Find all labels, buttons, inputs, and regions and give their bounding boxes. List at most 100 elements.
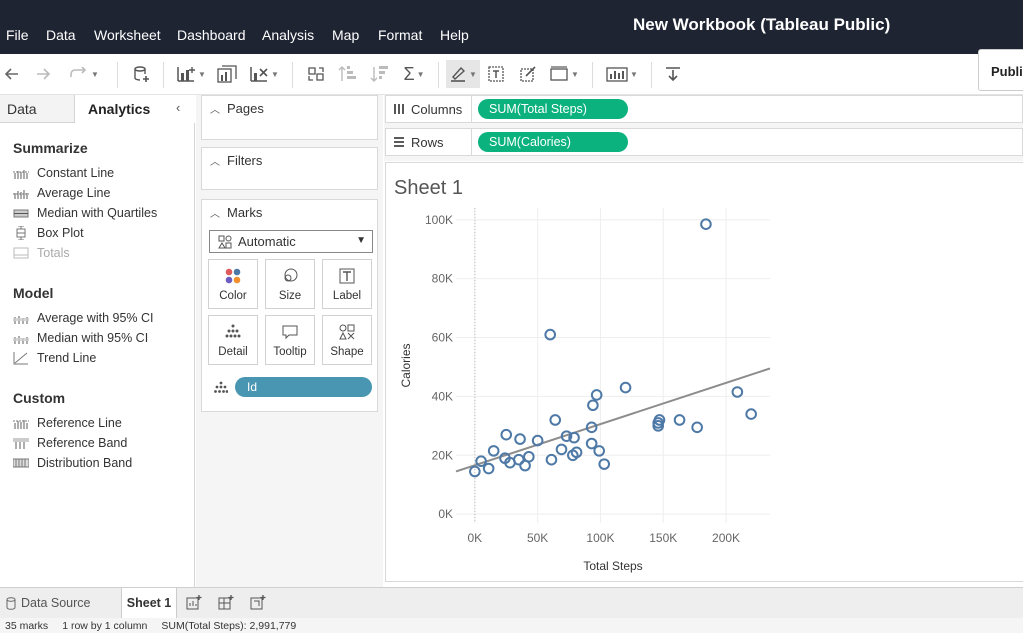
menu-data[interactable]: Data — [46, 27, 76, 43]
data-point[interactable] — [482, 462, 495, 475]
analytics-item-average-line[interactable]: Average Line — [13, 184, 110, 202]
show-me-icon[interactable]: ▼ — [604, 63, 640, 85]
tooltip-icon — [266, 324, 314, 340]
data-point[interactable] — [545, 453, 558, 466]
data-point[interactable] — [544, 328, 556, 341]
shape-label: Shape — [330, 346, 364, 358]
rows-shelf[interactable]: Rows SUM(Calories) — [385, 128, 1023, 156]
fit-view-icon[interactable]: ▼ — [548, 63, 580, 85]
new-worksheet-icon[interactable]: ▼ — [176, 63, 206, 85]
marks-size-button[interactable]: Size — [265, 259, 315, 309]
data-point[interactable] — [590, 389, 603, 401]
data-point[interactable] — [475, 455, 487, 467]
data-point[interactable] — [487, 445, 500, 457]
chevron-up-icon[interactable]: ︿ — [210, 157, 220, 168]
analytics-item-reference-line[interactable]: Reference Line — [13, 414, 122, 432]
color-icon — [209, 268, 257, 284]
mark-type-dropdown[interactable]: Automatic ▼ — [209, 230, 373, 253]
new-dashboard-tab-icon[interactable] — [218, 595, 234, 615]
menu-worksheet[interactable]: Worksheet — [94, 27, 161, 43]
chevron-up-icon[interactable]: ︿ — [210, 209, 220, 220]
marks-detail-button[interactable]: Detail — [208, 315, 258, 365]
sort-descending-icon[interactable] — [369, 63, 391, 85]
new-story-tab-icon[interactable] — [250, 595, 266, 615]
filters-card[interactable]: ︿ Filters — [201, 147, 378, 190]
data-point[interactable] — [619, 381, 632, 394]
marks-color-button[interactable]: Color — [208, 259, 258, 309]
clear-sheet-icon[interactable]: ▼ — [248, 63, 280, 85]
data-point[interactable] — [531, 434, 544, 447]
data-point[interactable] — [731, 386, 744, 398]
analytics-item-median-quartiles[interactable]: Median with Quartiles — [13, 204, 157, 222]
data-point[interactable] — [593, 445, 605, 457]
data-point[interactable] — [745, 408, 757, 420]
marks-tooltip-button[interactable]: Tooltip — [265, 315, 315, 365]
analytics-item-box-plot[interactable]: Box Plot — [13, 224, 84, 242]
scatter-chart[interactable]: 0K 50K 100K 150K 200K 0K 20K 40K 60K 80K 100K Total… — [386, 163, 1023, 583]
publish-button[interactable]: Publis — [978, 49, 1023, 91]
tab-analytics[interactable]: Analytics — [74, 95, 195, 123]
marks-shape-button[interactable]: Shape — [322, 315, 372, 365]
y-tick-label: 40K — [432, 389, 453, 403]
analytics-item-constant-line[interactable]: Constant Line — [13, 164, 114, 182]
analytics-item-label: Median with Quartiles — [37, 206, 158, 220]
data-point[interactable] — [673, 414, 686, 426]
data-source-tab[interactable]: Data Source — [0, 588, 116, 618]
replay-icon[interactable]: ▼ — [63, 63, 105, 85]
menu-help[interactable]: Help — [440, 27, 469, 43]
data-point[interactable] — [469, 465, 481, 478]
data-point[interactable] — [691, 421, 703, 434]
show-mark-labels-icon[interactable] — [486, 63, 506, 85]
data-point[interactable] — [587, 399, 599, 412]
data-point[interactable] — [500, 428, 513, 441]
format-workbook-icon[interactable] — [518, 63, 538, 85]
analytics-item-median-ci[interactable]: Median with 95% CI — [13, 329, 148, 347]
tab-data[interactable]: Data — [0, 95, 74, 123]
data-point[interactable] — [555, 443, 568, 456]
totals-icon[interactable]: Σ ▼ — [403, 63, 425, 84]
pages-card[interactable]: ︿ Pages — [201, 95, 378, 140]
chevron-up-icon[interactable]: ︿ — [210, 105, 220, 116]
new-worksheet-tab-icon[interactable] — [186, 595, 202, 615]
data-point[interactable] — [700, 218, 712, 230]
data-point[interactable] — [598, 458, 611, 470]
data-point[interactable] — [585, 421, 598, 434]
reference-band-icon — [13, 437, 31, 449]
analytics-item-trend-line[interactable]: Trend Line — [13, 349, 96, 367]
columns-shelf[interactable]: Columns SUM(Total Steps) — [385, 95, 1023, 123]
new-data-source-icon[interactable] — [130, 63, 152, 85]
sheet-1-tab[interactable]: Sheet 1 — [121, 588, 177, 618]
data-point[interactable] — [560, 430, 573, 442]
analytics-item-distribution-band[interactable]: Distribution Band — [13, 454, 132, 472]
menu-analysis[interactable]: Analysis — [262, 27, 315, 43]
data-point[interactable] — [570, 446, 583, 459]
toolbar-divider — [163, 62, 164, 88]
swap-rows-columns-icon[interactable] — [305, 63, 327, 85]
menu-map[interactable]: Map — [332, 27, 360, 43]
redo-icon[interactable] — [33, 63, 53, 85]
download-icon[interactable] — [662, 63, 684, 85]
menu-format[interactable]: Format — [378, 27, 423, 43]
detail-field-pill[interactable]: Id — [235, 377, 372, 397]
data-point[interactable] — [585, 437, 598, 450]
sort-ascending-icon[interactable] — [337, 63, 359, 85]
data-point[interactable] — [523, 450, 535, 463]
menu-file[interactable]: File — [6, 27, 29, 43]
box-plot-icon — [13, 226, 31, 240]
detail-label: Detail — [218, 346, 248, 358]
menu-dashboard[interactable]: Dashboard — [177, 27, 246, 43]
analytics-item-reference-band[interactable]: Reference Band — [13, 434, 127, 452]
duplicate-sheet-icon[interactable] — [216, 63, 238, 85]
marks-label-button[interactable]: Label — [322, 259, 372, 309]
data-point[interactable] — [549, 414, 562, 426]
rows-pill[interactable]: SUM(Calories) — [478, 132, 628, 152]
data-point[interactable] — [568, 431, 580, 444]
columns-pill[interactable]: SUM(Total Steps) — [478, 99, 628, 119]
data-point[interactable] — [514, 433, 526, 445]
analytics-item-average-ci[interactable]: Average with 95% CI — [13, 309, 154, 327]
undo-icon[interactable] — [2, 63, 22, 85]
data-point[interactable] — [652, 417, 665, 429]
data-point[interactable] — [513, 453, 525, 466]
collapse-pane-icon[interactable]: ‹ — [176, 100, 181, 115]
highlight-icon[interactable]: ▼ — [446, 60, 480, 88]
